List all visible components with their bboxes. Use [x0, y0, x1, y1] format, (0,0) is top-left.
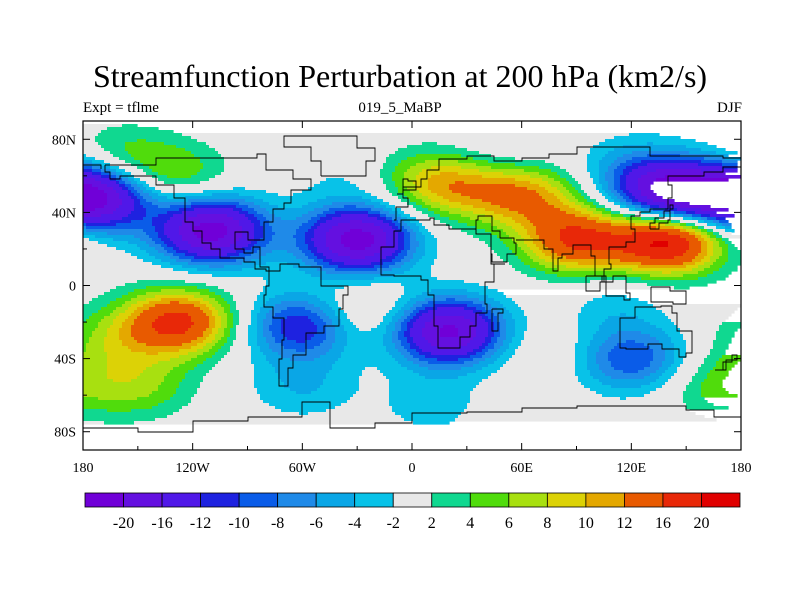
y-axis: 80N 40N 0 40S 80S [52, 133, 741, 441]
y-tick-label: 80S [54, 426, 76, 441]
colorbar-label: 6 [505, 515, 513, 532]
coastline-segment [619, 305, 693, 358]
coastline-segment [394, 146, 741, 221]
colorbar-label: -6 [310, 515, 323, 532]
x-tick-label: 120E [617, 461, 647, 476]
colorbar-label: -2 [387, 515, 400, 532]
coastline-segment [83, 164, 102, 169]
colorbar-box [662, 492, 702, 508]
colorbar-box [624, 492, 664, 508]
colorbar-box [315, 492, 356, 508]
coastline-segment [397, 178, 417, 195]
coastline-segment [649, 204, 674, 230]
colorbar-label: -16 [151, 515, 172, 532]
x-tick-label: 60W [289, 461, 317, 476]
coastline-segment [491, 308, 504, 332]
coastline-segment [263, 263, 349, 387]
case-label: 019_5_MaBP [358, 100, 442, 116]
x-tick-label: 180 [73, 461, 94, 476]
colorbar-label: 4 [466, 515, 474, 532]
coastline-segment [516, 165, 741, 283]
y-tick-label: 40N [52, 206, 76, 221]
coastline-segment [650, 286, 687, 305]
season-label: DJF [716, 100, 742, 116]
coastline-segment [104, 153, 312, 272]
chart-title: Streamfunction Perturbation at 200 hPa (… [92, 58, 708, 94]
coastline-segment [283, 135, 376, 177]
coastline-segment [715, 354, 738, 371]
colorbar-box [123, 492, 163, 508]
y-tick-label: 40S [54, 353, 76, 368]
x-tick-label: 60E [510, 461, 533, 476]
colorbar-label: -8 [271, 515, 284, 532]
colorbar-label: 10 [578, 515, 594, 532]
colorbar-box [431, 492, 471, 508]
colorbar-label: 12 [616, 515, 632, 532]
colorbar-label: 16 [655, 515, 671, 532]
colorbar-label: 2 [428, 515, 436, 532]
x-tick-label: 120W [176, 461, 211, 476]
y-tick-label: 80N [52, 133, 76, 148]
coastline-outlines [83, 135, 741, 433]
colorbar-box [585, 492, 625, 508]
colorbar-label: -4 [348, 515, 361, 532]
colorbar-box [546, 492, 587, 508]
colorbar: -20 -16 -12 -10 -8 -6 -4 -2 2 4 6 8 10 12 16 20 [84, 492, 741, 532]
colorbar-box [392, 492, 433, 508]
x-tick-label: 0 [409, 461, 416, 476]
x-tick-label: 180 [731, 461, 752, 476]
colorbar-label: -12 [190, 515, 211, 532]
colorbar-label: -10 [228, 515, 249, 532]
colorbar-box [701, 492, 741, 508]
colorbar-box [508, 492, 548, 508]
coastline-segment [475, 215, 517, 263]
colorbar-box [200, 492, 240, 508]
colorbar-label: 8 [543, 515, 551, 532]
colorbar-box [161, 492, 201, 508]
colorbar-box [469, 492, 510, 508]
coastline-segment [83, 401, 741, 433]
colorbar-box [277, 492, 317, 508]
colorbar-label: 20 [693, 515, 709, 532]
coastline-segment [380, 217, 505, 349]
x-axis: 180 120W 60W 0 60E 120E 180 [73, 121, 752, 476]
colorbar-box [238, 492, 279, 508]
colorbar-label: -20 [113, 515, 134, 532]
experiment-label: Expt = tflme [83, 100, 159, 116]
contour-field [83, 124, 741, 425]
colorbar-box [84, 492, 124, 508]
y-tick-label: 0 [69, 280, 76, 295]
colorbar-box [354, 492, 394, 508]
coastline-segment [585, 275, 631, 301]
